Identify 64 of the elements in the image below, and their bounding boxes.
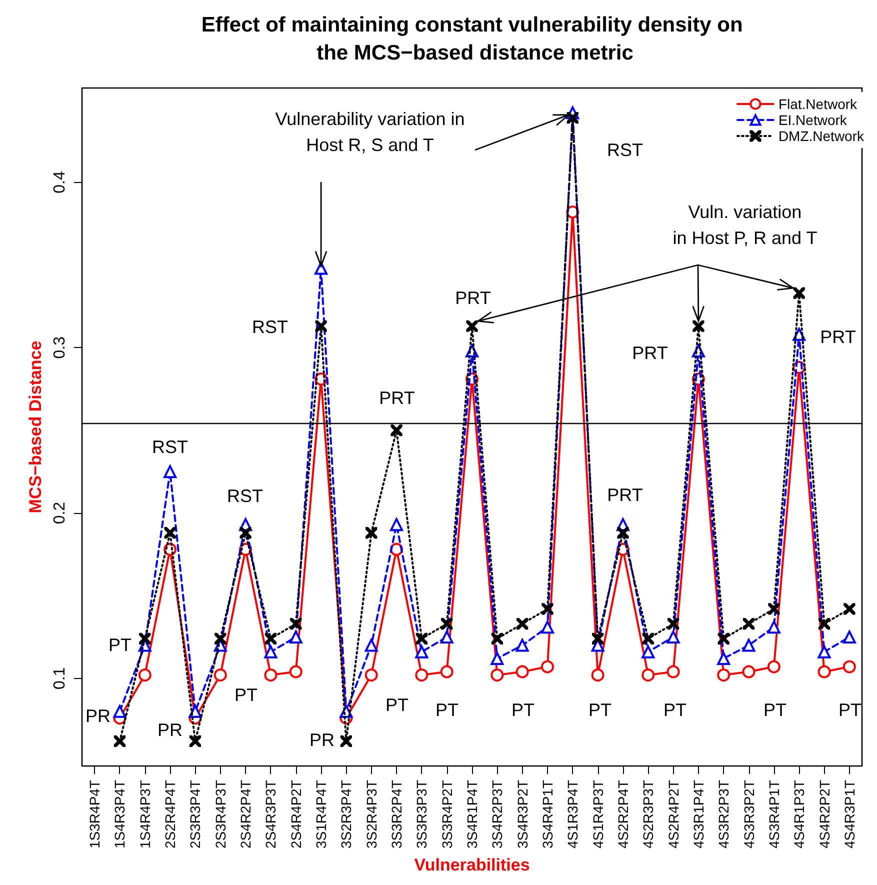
x-tick-label: 4S2R4P2T <box>665 780 682 848</box>
x-tick-label: 3S1R4P4T <box>313 780 330 848</box>
annotation: RST <box>227 486 264 506</box>
annotation: RST <box>607 140 644 160</box>
legend-label: Flat.Network <box>778 96 858 112</box>
x-tick-label: 4S2R2P4T <box>614 780 631 848</box>
x-axis-title: Vulnerabilities <box>414 855 530 874</box>
x-tick-label: 4S3R4P1T <box>766 780 782 848</box>
x-tick-label: 4S1R4P3T <box>590 780 606 848</box>
annotation: PRT <box>820 327 856 347</box>
annotation: PRT <box>632 343 668 363</box>
x-tick-label: 3S4R2P3T <box>489 780 506 848</box>
chart-title: Effect of maintaining constant vulnerability density on the MCS−based distance metric <box>201 14 749 64</box>
y-tick-label: 0.4 <box>52 171 68 194</box>
annotation: Vuln. variation in Host P, R and T <box>672 202 818 248</box>
x-tick-label: 3S4R1P4T <box>464 780 480 848</box>
annotation: PT <box>108 635 132 655</box>
annotation: PT <box>663 700 687 720</box>
x-tick-label: 4S4R1P3T <box>791 780 808 848</box>
x-tick-label: 1S4R3P4T <box>112 780 128 848</box>
x-tick-label: 1S3R4P4T <box>86 780 103 848</box>
annotation: PR <box>309 730 335 750</box>
y-tick-label: 0.2 <box>52 502 68 524</box>
annotation: PRT <box>379 388 415 408</box>
annotation: PRT <box>455 288 491 308</box>
annotation: PT <box>385 695 409 715</box>
annotation: PR <box>157 720 183 740</box>
x-tick-label: 4S2R3P3T <box>640 780 656 848</box>
annotation: PRT <box>607 485 643 505</box>
x-tick-label: 4S4R2P2T <box>816 780 832 848</box>
legend-label: DMZ.Network <box>778 128 865 144</box>
x-tick-label: 2S4R2P4T <box>238 780 254 848</box>
x-tick-label: 2S4R4P2T <box>288 780 304 848</box>
x-tick-label: 3S2R3P4T <box>338 780 354 848</box>
x-tick-label: 3S4R4P1T <box>539 780 556 848</box>
x-tick-label: 3S2R4P3T <box>363 780 380 848</box>
x-tick-label: 1S4R4P3T <box>136 780 153 848</box>
y-axis-title: MCS−based Distance <box>26 340 46 514</box>
annotation: PT <box>435 700 459 720</box>
annotation: Vulnerability variation in Host R, S and T <box>275 109 465 155</box>
x-tick-label: 4S3R1P4T <box>690 780 706 848</box>
y-tick-label: 0.3 <box>52 336 68 359</box>
x-tick-label: 3S4R3P2T <box>514 780 530 848</box>
x-tick-label: 3S3R2P4T <box>388 780 405 848</box>
x-tick-label: 3S3R4P2T <box>438 780 455 848</box>
legend-label: EI.Network <box>778 112 848 128</box>
x-tick-label: 2S3R4P3T <box>212 780 228 848</box>
annotation: PT <box>511 700 535 720</box>
x-tick-label: 2S3R3P4T <box>187 780 204 848</box>
annotation: PT <box>234 685 258 705</box>
y-tick-label: 0.1 <box>52 667 68 690</box>
annotation: PT <box>588 700 612 720</box>
x-tick-label: 4S1R3P4T <box>564 780 581 848</box>
annotation: PR <box>85 706 111 726</box>
x-tick-label: 3S3R3P3T <box>414 780 430 848</box>
annotation: PT <box>838 700 862 720</box>
x-tick-label: 4S4R3P1T <box>841 780 858 848</box>
x-tick-label: 2S2R4P4T <box>162 780 178 848</box>
x-tick-label: 4S3R2P3T <box>716 780 732 848</box>
annotation: RST <box>252 317 288 337</box>
x-tick-label: 2S4R3P3T <box>262 780 279 848</box>
x-tick-label: 4S3R3P2T <box>740 780 757 848</box>
annotation: RST <box>152 437 188 457</box>
annotation: PT <box>763 700 787 720</box>
